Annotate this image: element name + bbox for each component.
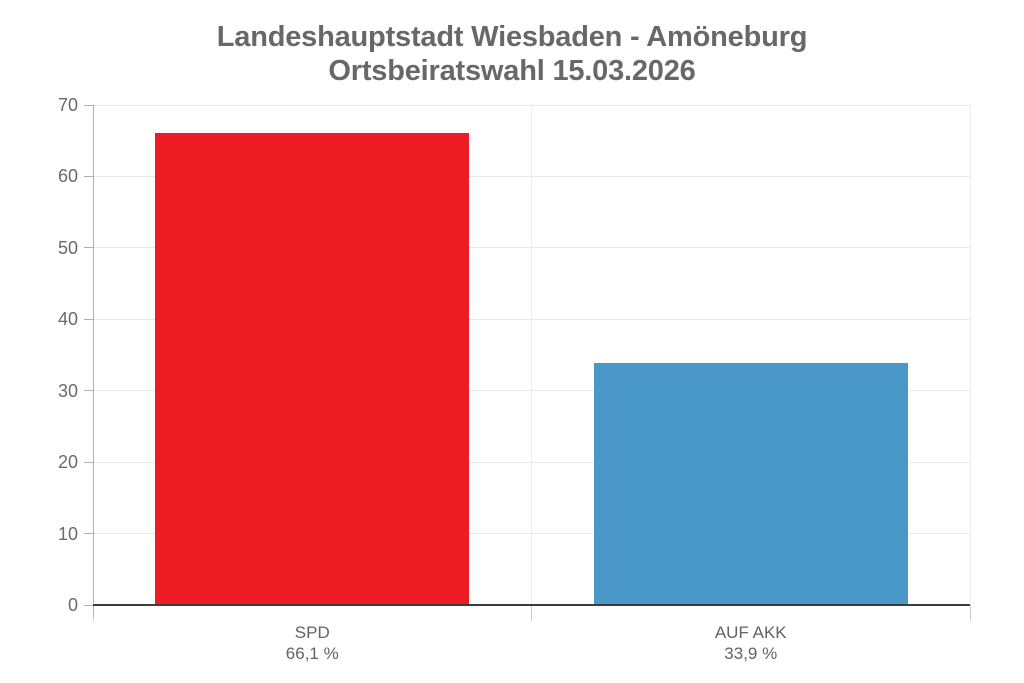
x-axis-tick [531,605,532,621]
y-tick-label: 30 [57,380,78,401]
x-axis-tick [969,605,971,621]
chart-title: Landeshauptstadt Wiesbaden - Amöneburg [216,21,808,53]
y-axis-line [92,105,94,615]
y-tick-label: 70 [57,95,78,115]
x-category-label-auf-akk: AUF AKK 33,9 % [532,622,971,664]
category-value: 66,1 % [285,644,339,663]
category-boundary-line [531,105,532,605]
bar-spd [155,132,469,605]
chart-subtitle: Ortsbeiratswahl 15.03.2026 [328,55,696,87]
y-tick-label: 20 [57,452,78,473]
category-name: SPD [294,623,330,642]
y-tick-label: 50 [57,237,78,258]
y-tick-label: 0 [67,595,78,615]
y-axis-tick [84,175,93,177]
x-category-label-spd: SPD 66,1 % [93,622,532,664]
y-axis-tick [84,533,93,535]
y-axis-tick [84,318,93,320]
chart-title-block: Landeshauptstadt Wiesbaden - Amöneburg O… [0,20,1024,88]
y-axis-tick [84,104,93,106]
y-axis-tick [84,461,93,463]
bar-auf-akk [593,362,908,605]
y-tick-label: 60 [57,166,78,187]
y-axis-tick [84,390,93,392]
category-boundary-line [969,105,971,605]
y-tick-label: 40 [57,309,78,330]
x-axis-line [93,604,970,606]
y-axis-tick [84,247,93,249]
y-axis-tick [84,604,93,606]
category-value: 33,9 % [724,644,778,663]
category-name: AUF AKK [714,623,787,642]
y-tick-label: 10 [57,523,78,544]
